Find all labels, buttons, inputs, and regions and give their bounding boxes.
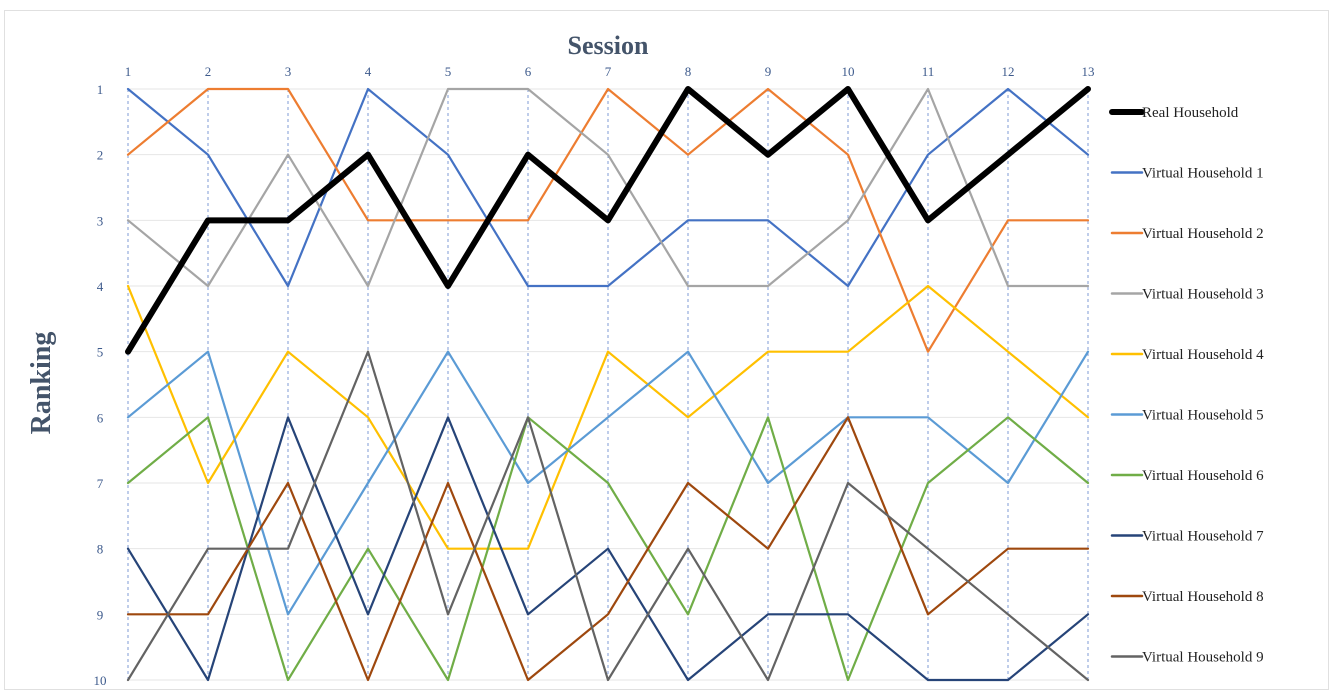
x-tick-label: 10	[842, 64, 855, 79]
legend-label: Virtual Household 2	[1142, 226, 1264, 242]
series-line-virtual-household-2	[126, 87, 1090, 353]
x-tick-label: 4	[365, 64, 372, 79]
legend-label: Virtual Household 5	[1142, 408, 1264, 424]
series-line-virtual-household-5	[126, 350, 1090, 616]
legend-label: Virtual Household 4	[1142, 347, 1264, 363]
y-tick-label: 6	[97, 410, 104, 425]
x-axis-title: Session	[568, 31, 649, 60]
y-tick-label: 5	[97, 345, 104, 360]
legend-label: Virtual Household 6	[1142, 468, 1264, 484]
x-tick-label: 1	[125, 64, 132, 79]
x-tick-label: 2	[205, 64, 212, 79]
y-tick-label: 10	[94, 673, 107, 688]
y-tick-label: 2	[97, 148, 104, 163]
y-tick-label: 8	[97, 542, 104, 557]
y-tick-label: 4	[97, 279, 104, 294]
legend-label: Real Household	[1142, 105, 1239, 121]
x-tick-label: 8	[685, 64, 692, 79]
x-tick-label: 3	[285, 64, 292, 79]
y-tick-label: 7	[97, 476, 104, 491]
legend-label: Virtual Household 7	[1142, 529, 1264, 545]
legend-label: Virtual Household 9	[1142, 650, 1264, 666]
series-line-virtual-household-3	[126, 87, 1090, 288]
series-line-real-household	[125, 86, 1091, 355]
grid-layer	[127, 88, 1089, 681]
y-tick-label: 1	[97, 82, 104, 97]
legend-label: Virtual Household 3	[1142, 287, 1264, 303]
series-line-virtual-household-1	[126, 87, 1090, 288]
x-tick-label: 6	[525, 64, 532, 79]
series-layer	[125, 86, 1091, 682]
legend-label: Virtual Household 8	[1142, 589, 1264, 605]
series-line-virtual-household-6	[126, 416, 1090, 682]
chart-frame	[4, 10, 1329, 690]
y-tick-label: 9	[97, 607, 104, 622]
x-tick-label: 5	[445, 64, 452, 79]
x-tick-label: 9	[765, 64, 772, 79]
y-tick-label: 3	[97, 213, 104, 228]
x-tick-label: 13	[1082, 64, 1095, 79]
series-line-virtual-household-4	[126, 284, 1090, 550]
series-line-virtual-household-7	[126, 416, 1090, 682]
series-line-virtual-household-8	[126, 416, 1090, 682]
series-line-virtual-household-9	[126, 350, 1090, 682]
legend-label: Virtual Household 1	[1142, 166, 1264, 182]
x-tick-label: 12	[1002, 64, 1015, 79]
y-axis-title: Ranking	[26, 332, 57, 435]
legend: Real Household Virtual Household 1 Virtual…	[1109, 105, 1264, 666]
x-tick-label: 11	[922, 64, 935, 79]
x-tick-label: 7	[605, 64, 612, 79]
